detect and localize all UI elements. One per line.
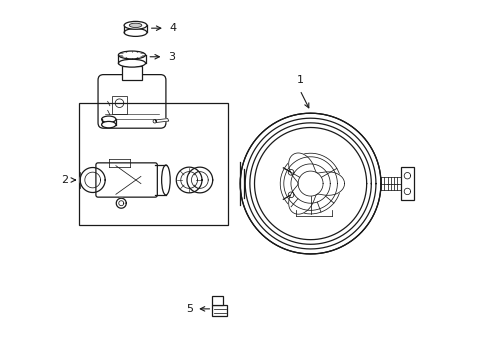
Text: 2: 2 [61,175,69,185]
Bar [112,96,126,114]
Bar [212,296,223,305]
Ellipse shape [124,21,147,29]
Polygon shape [116,198,126,208]
Polygon shape [155,118,168,122]
Bar [122,66,142,80]
Text: 1: 1 [296,75,303,85]
Polygon shape [176,167,202,193]
Polygon shape [280,153,340,214]
Bar [212,305,227,316]
Polygon shape [80,167,105,193]
Ellipse shape [124,28,147,36]
FancyBboxPatch shape [98,75,165,128]
Ellipse shape [102,121,116,128]
Ellipse shape [162,165,170,195]
Text: 3: 3 [167,52,174,62]
Ellipse shape [102,116,116,122]
Polygon shape [186,167,212,193]
Ellipse shape [118,59,145,67]
Polygon shape [288,153,344,214]
FancyBboxPatch shape [96,163,157,197]
Bar [400,167,413,200]
Bar [80,103,227,225]
Polygon shape [240,113,380,254]
Text: 5: 5 [185,304,192,314]
Ellipse shape [129,23,142,27]
Ellipse shape [118,51,145,59]
Text: 4: 4 [169,23,176,33]
